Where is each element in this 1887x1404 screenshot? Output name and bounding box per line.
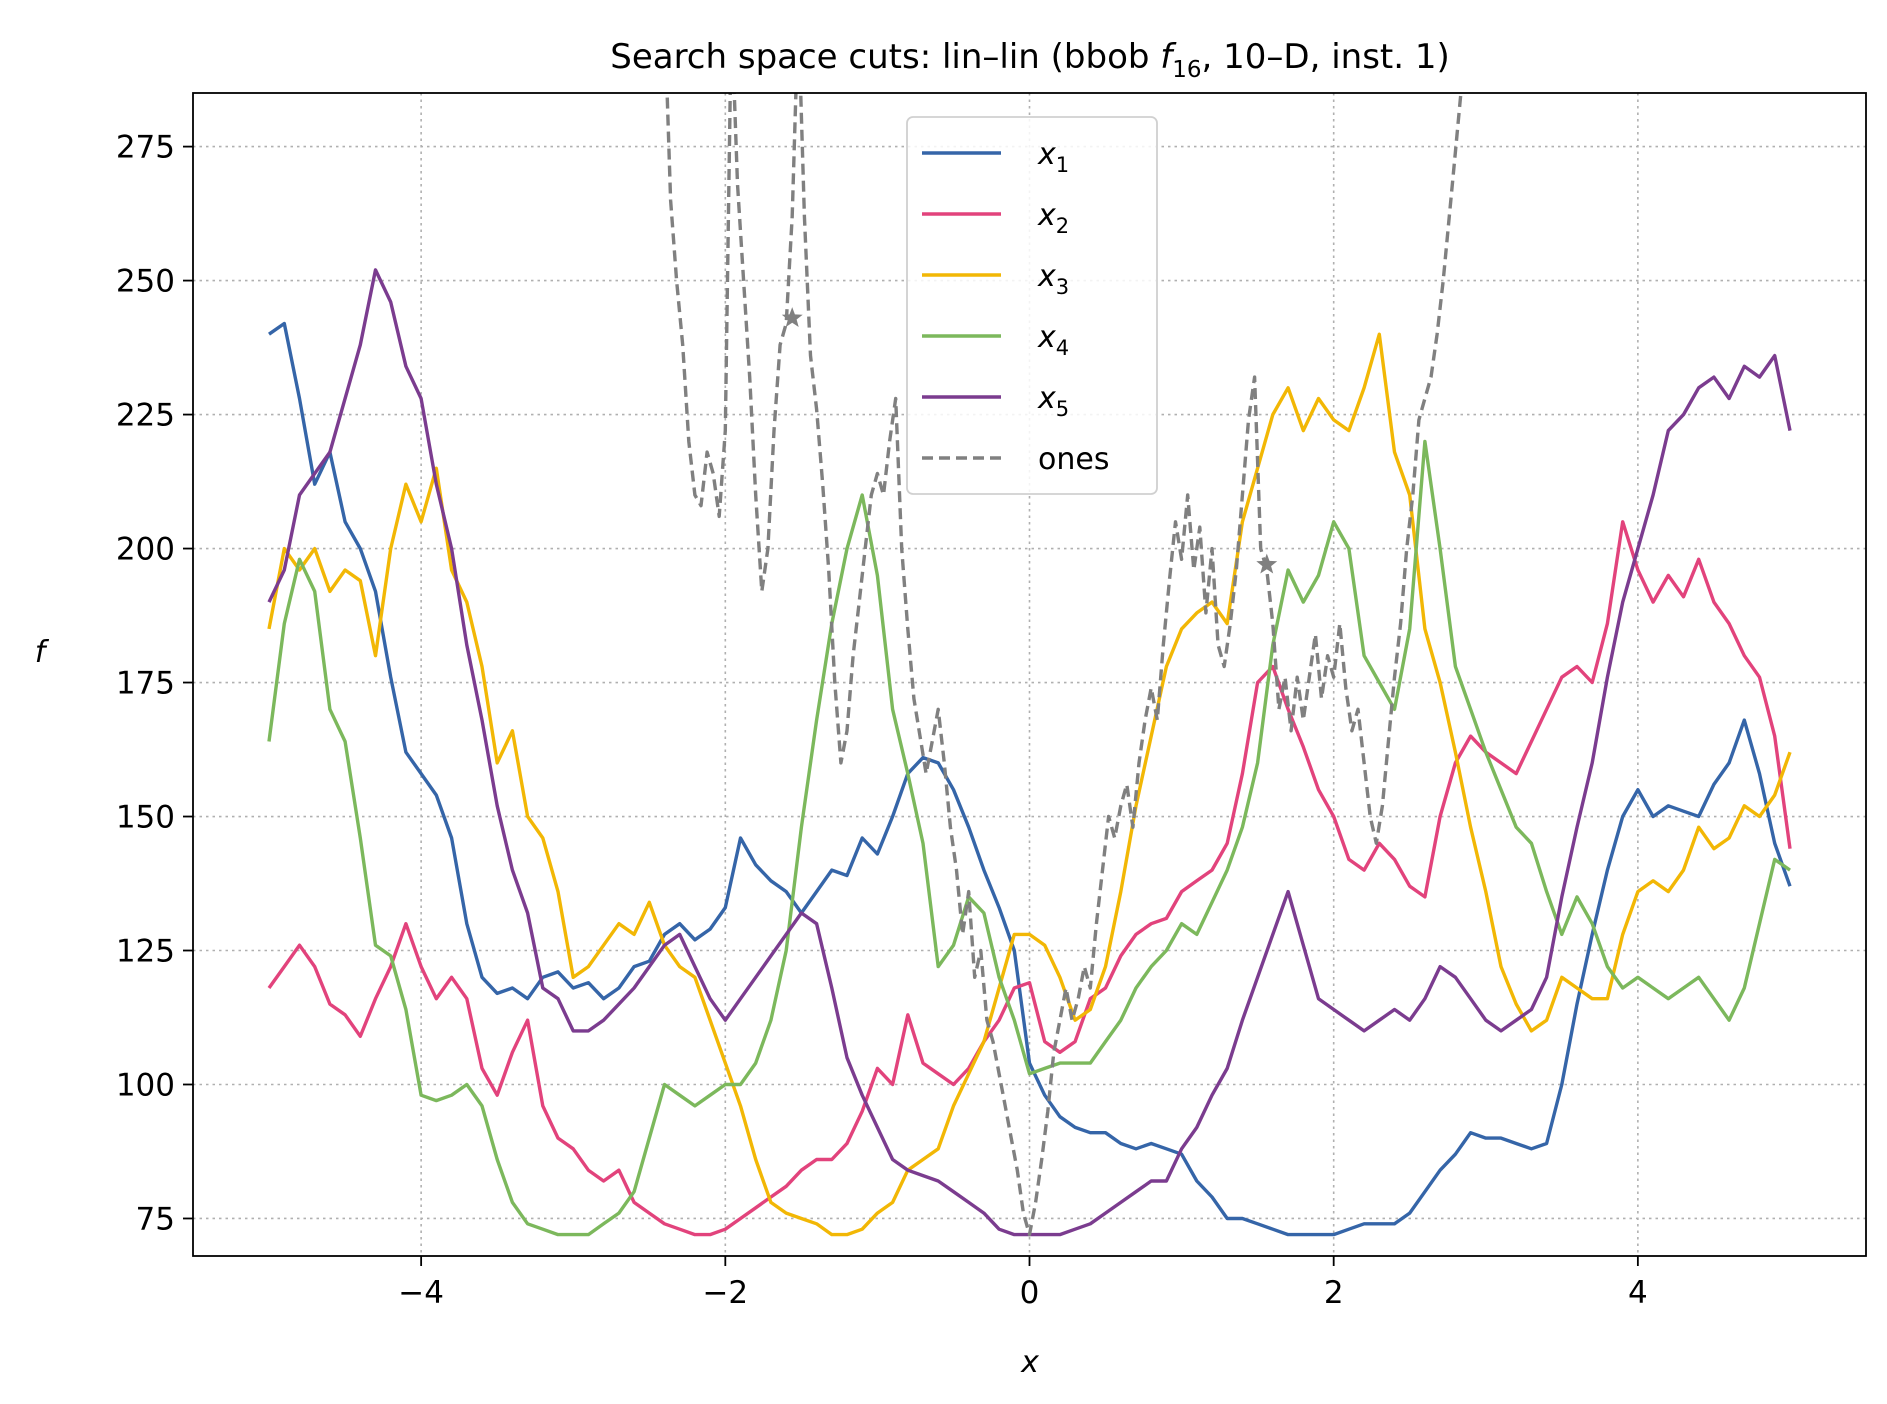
y-tick-label: 150: [116, 800, 175, 836]
legend-label: x3: [1037, 259, 1069, 299]
legend-label-sub: 2: [1056, 214, 1069, 238]
legend-label-var: x: [1037, 137, 1056, 172]
legend-label: x2: [1037, 198, 1069, 238]
legend-label: x5: [1037, 381, 1069, 421]
y-tick-label: 275: [116, 130, 175, 166]
series-line-x3: [267, 332, 1792, 1237]
marker-group: [781, 307, 1278, 574]
y-tick-label: 225: [116, 398, 175, 434]
chart-title-main: Search space cuts: lin–lin (bbob: [610, 37, 1160, 77]
y-tick-label: 175: [116, 666, 175, 702]
series-line-x1: [268, 321, 1792, 1237]
legend-label-var: x: [1037, 320, 1056, 355]
star-marker: [781, 307, 803, 327]
x-tick-label: −2: [702, 1275, 748, 1311]
y-tick-label: 100: [116, 1067, 175, 1103]
legend-label-var: x: [1037, 381, 1056, 416]
legend-box: [906, 116, 1158, 495]
y-tick-label: 200: [116, 532, 175, 568]
y-tick-label: 125: [116, 934, 175, 970]
x-tick-label: 0: [1020, 1275, 1040, 1311]
series-line-ones: [665, 93, 1463, 1237]
y-tick-label: 250: [116, 264, 175, 300]
legend-label-sub: 3: [1056, 275, 1069, 299]
legend-label: x1: [1037, 137, 1069, 177]
x-tick-label: −4: [398, 1275, 444, 1311]
legend-label-var: x: [1037, 198, 1056, 233]
legend-label: ones: [1038, 442, 1109, 477]
legend-label-var: x: [1037, 259, 1056, 294]
chart-title-tail: , 10–D, inst. 1): [1202, 37, 1450, 77]
chart-title: Search space cuts: lin–lin (bbob f16, 10…: [610, 37, 1450, 83]
x-tick-label: 2: [1324, 1275, 1344, 1311]
y-tick-label: 75: [136, 1201, 175, 1237]
legend-label-sub: 1: [1056, 153, 1069, 177]
legend-label-sub: 4: [1056, 336, 1069, 360]
series-line-x2: [267, 520, 1792, 1237]
series-line-x4: [267, 439, 1791, 1237]
x-tick-label: 4: [1628, 1275, 1648, 1311]
x-axis-label: x: [1020, 1345, 1039, 1380]
legend-label-sub: 5: [1056, 397, 1069, 421]
star-marker: [1256, 553, 1278, 574]
chart-title-sub: 16: [1172, 57, 1201, 83]
series-group: [267, 93, 1792, 1237]
legend-label: x4: [1037, 320, 1069, 360]
